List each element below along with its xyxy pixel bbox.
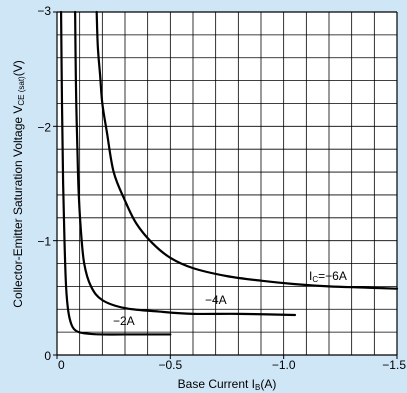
y-tick-label: −3: [37, 4, 51, 18]
annotation-6a-rest: =−6A: [318, 269, 347, 283]
x-axis-label-sub: B: [255, 383, 260, 392]
annotation-2a: −2A: [113, 314, 135, 328]
annotation-6a-sub: C: [312, 275, 318, 284]
y-axis-label-unit: (V): [11, 60, 25, 76]
series-line-2: [95, 10, 399, 290]
curves: [59, 10, 399, 336]
x-tick-labels: 0 −0.5 −1.0 −1.5: [58, 358, 406, 372]
x-axis-label-unit: (A): [260, 377, 276, 391]
annotation-4a: −4A: [205, 293, 227, 307]
y-tick-label: −1: [37, 235, 51, 249]
y-axis-label: Collector-Emitter Saturation Voltage VCE…: [11, 60, 26, 307]
y-tick-label: −2: [37, 120, 51, 134]
annotation-6a-ic: I: [309, 269, 312, 283]
y-tick-labels: 0 −1 −2 −3: [37, 4, 51, 363]
series-line-0: [59, 10, 172, 336]
y-tick-label: 0: [44, 349, 51, 363]
y-axis-label-main: Collector-Emitter Saturation Voltage V: [11, 106, 25, 308]
grid: [53, 11, 398, 359]
x-tick-label: −1.5: [382, 358, 406, 372]
plot-area: [57, 12, 397, 355]
x-axis-label-main: Base Current I: [178, 377, 255, 391]
y-axis-label-sub: CE (sat): [17, 76, 26, 106]
x-tick-label: −1.0: [272, 358, 296, 372]
x-tick-label: 0: [58, 358, 65, 372]
series-line-1: [74, 10, 297, 317]
x-tick-label: −0.5: [158, 358, 182, 372]
x-axis-label: Base Current IB(A): [178, 377, 277, 392]
annotation-6a: IC=−6A: [309, 269, 347, 284]
